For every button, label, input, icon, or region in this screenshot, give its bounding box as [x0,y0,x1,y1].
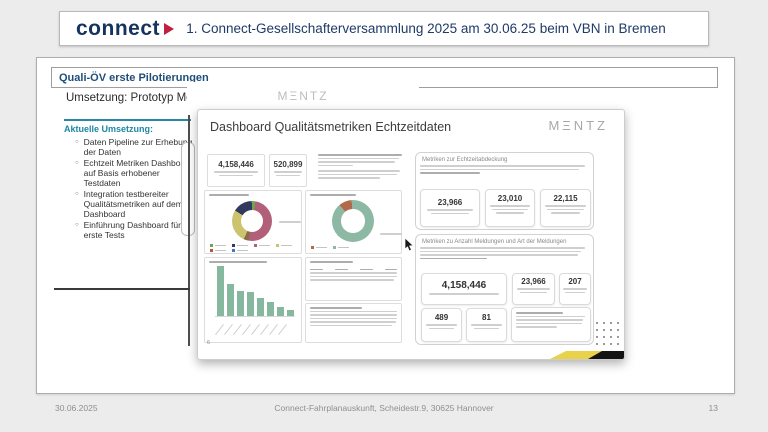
panel-title-placeholder [209,261,267,263]
caption-placeholder [219,174,253,176]
mentz-logo-background: MΞNTZ [277,89,329,103]
metric-value: 23,966 [437,198,463,207]
footer-page-number: 13 [708,403,718,413]
section-title: Quali-ÖV erste Pilotierungen [59,71,209,84]
sidebar-bullet-list: Daten Pipeline zur Erhebung der Daten Ec… [75,137,193,241]
embedded-page-number: 6 [207,340,211,346]
kpi-value: 520,899 [273,160,303,169]
dashboard-title: Dashboard Qualitätsmetriken Echtzeitdate… [210,120,452,134]
mentz-logo: MΞNTZ [548,118,608,133]
donut-chart-error-categories [232,201,272,241]
dot-grid-decoration [596,322,622,345]
note-card [511,307,591,342]
x-axis [215,316,295,317]
panel-title-placeholder [209,194,250,196]
metric-value: 489 [434,313,449,322]
footer-address: Connect-Fahrplanauskunft, Scheidestr.9, … [274,403,494,413]
metric-card: 22,115 [540,189,591,227]
sidebar-heading: Aktuelle Umsetzung: [64,124,154,134]
panel-heading: Metriken zur Echtzeitabdeckung [422,157,508,163]
metric-value: 23,010 [497,194,523,203]
background-slide-strip: MΞNTZ [187,82,419,111]
metric-card: 81 [466,308,507,342]
metric-card: 23,966 [420,189,480,227]
list-item-text: Daten Pipeline zur Erhebung der Daten [83,137,193,157]
metric-value: 81 [482,313,491,322]
metric-value: 4,158,446 [441,280,487,291]
footer-date: 30.06.2025 [55,403,98,413]
table-panel-1 [305,257,402,301]
logo-triangle-icon [164,22,175,35]
kpi-card-mapping: 520,899 [269,154,307,187]
slide-body: Quali-ÖV erste Pilotierungen Umsetzung: … [36,57,735,394]
callout-placeholder [380,233,402,235]
caption-placeholder [273,171,303,173]
list-item: Echtzeit Metriken Dashboard auf Basis er… [75,158,193,188]
list-item-text: Integration testbereiter Qualitätsmetrik… [83,189,183,219]
yellow-stripe-decoration [550,351,606,359]
slide-subtitle: Umsetzung: Prototyp Mentz [66,92,208,104]
slide-footer: 30.06.2025 Connect-Fahrplanauskunft, Sch… [0,403,768,423]
bar-chart [217,266,294,316]
connect-logo: connect [60,17,175,40]
metric-card: 23,010 [485,189,535,227]
donut-legend [210,244,300,252]
list-item-text: Echtzeit Metriken Dashboard auf Basis er… [83,158,193,188]
kpi-value: 4,158,446 [218,160,254,169]
presentation-title: 1. Connect-Gesellschafterversammlung 202… [186,21,666,36]
table-panel-2 [305,303,402,343]
metric-card: 4,158,446 [421,273,507,305]
donut-chart-coverage [332,200,374,242]
teal-divider [64,119,191,121]
black-stripe-decoration [588,351,624,359]
metric-card: 207 [559,273,591,305]
donut-panel-categories [204,190,302,254]
horizontal-rule [54,288,190,290]
list-item: Einführung Dashboard für erste Tests [75,220,193,240]
mouse-cursor-icon [404,238,415,252]
panel-heading: Metriken zu Anzahl Meldungen und Art der… [422,239,567,245]
messages-metrics-panel: Metriken zu Anzahl Meldungen und Art der… [415,234,594,345]
callout-placeholder [279,221,301,223]
dashboard-screenshot: Dashboard Qualitätsmetriken Echtzeitdate… [197,109,625,360]
panel-title-placeholder [310,194,356,196]
kpi-card-total-messages: 4,158,446 [207,154,265,187]
metric-card: 489 [421,308,462,342]
header-bar: connect 1. Connect-Gesellschafterversamm… [59,11,709,46]
connect-logo-text: connect [76,17,161,40]
metric-card: 23,966 [512,273,555,305]
list-item: Daten Pipeline zur Erhebung der Daten [75,137,193,157]
list-item-text: Einführung Dashboard für erste Tests [83,220,181,240]
metric-value: 23,966 [521,277,546,286]
list-item: Integration testbereiter Qualitätsmetrik… [75,189,193,219]
vertical-rule [188,115,190,346]
bar-chart-panel [204,257,302,343]
donut-panel-coverage [305,190,402,254]
kpi-description-text [314,152,402,186]
donut-legend [311,246,399,249]
caption-placeholder [214,171,258,173]
metric-value: 22,115 [553,194,578,203]
bar-labels-placeholder [215,323,287,336]
metric-value: 207 [568,277,582,286]
caption-placeholder [276,174,300,176]
coverage-metrics-panel: Metriken zur Echtzeitabdeckung 23,966 23… [415,152,594,230]
